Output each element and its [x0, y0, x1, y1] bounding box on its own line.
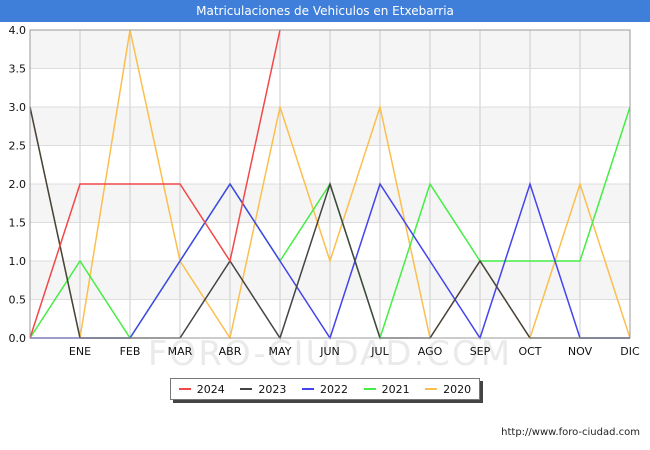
legend-label: 2022 — [319, 382, 348, 396]
x-tick-label: DIC — [620, 345, 640, 358]
y-tick-label: 4.0 — [9, 24, 27, 37]
legend-swatch — [178, 388, 191, 390]
x-tick-label: FEB — [120, 345, 141, 358]
x-tick-label: MAR — [168, 345, 193, 358]
y-tick-label: 2.0 — [9, 178, 27, 191]
legend-swatch — [363, 388, 376, 390]
legend-swatch — [301, 388, 314, 390]
x-tick-label: ABR — [219, 345, 242, 358]
legend-swatch — [240, 388, 253, 390]
chart-title: Matriculaciones de Vehiculos en Etxebarr… — [0, 0, 650, 22]
x-tick-label: OCT — [518, 345, 541, 358]
y-tick-label: 0.5 — [9, 294, 27, 307]
x-tick-label: JUL — [370, 345, 389, 358]
x-tick-label: NOV — [568, 345, 593, 358]
y-tick-label: 3.5 — [9, 63, 27, 76]
x-tick-labels: ENE FEB MAR ABR MAY JUN JUL AGO SEP OCT NOV DIC — [69, 345, 640, 358]
legend-item-2023: 2023 — [240, 383, 286, 396]
y-tick-label: 2.5 — [9, 140, 27, 153]
legend-item-2022: 2022 — [301, 382, 348, 396]
y-tick-label: 0.0 — [9, 332, 27, 345]
x-tick-label: AGO — [418, 345, 443, 358]
series-line-2024 — [29, 29, 281, 339]
x-tick-label: MAY — [269, 345, 292, 358]
legend-label: 2021 — [381, 382, 410, 396]
legend-item-2021: 2021 — [363, 382, 410, 396]
legend-label: 2024 — [196, 382, 225, 396]
legend-label: 2023 — [258, 382, 287, 396]
x-tick-label: ENE — [69, 345, 91, 358]
legend: 2024 2023 2022 2021 2020 — [170, 378, 480, 400]
plot-frame — [29, 29, 631, 339]
y-tick-labels: 0.0 0.5 1.0 1.5 2.0 2.5 3.0 3.5 4.0 — [9, 24, 27, 345]
y-tick-label: 3.0 — [9, 101, 27, 114]
x-tick-label: SEP — [470, 345, 491, 358]
legend-label: 2020 — [443, 382, 472, 396]
watermark: FORO-CIUDAD.COM — [148, 334, 512, 374]
y-tick-label: 1.5 — [9, 217, 27, 230]
legend-item-2024: 2024 — [178, 382, 225, 396]
x-tick-label: JUN — [319, 345, 340, 358]
legend-item-2020: 2020 — [425, 383, 471, 396]
y-tick-label: 1.0 — [9, 255, 27, 268]
legend-swatch — [425, 388, 438, 390]
footer-url[interactable]: http://www.foro-ciudad.com — [501, 427, 640, 438]
